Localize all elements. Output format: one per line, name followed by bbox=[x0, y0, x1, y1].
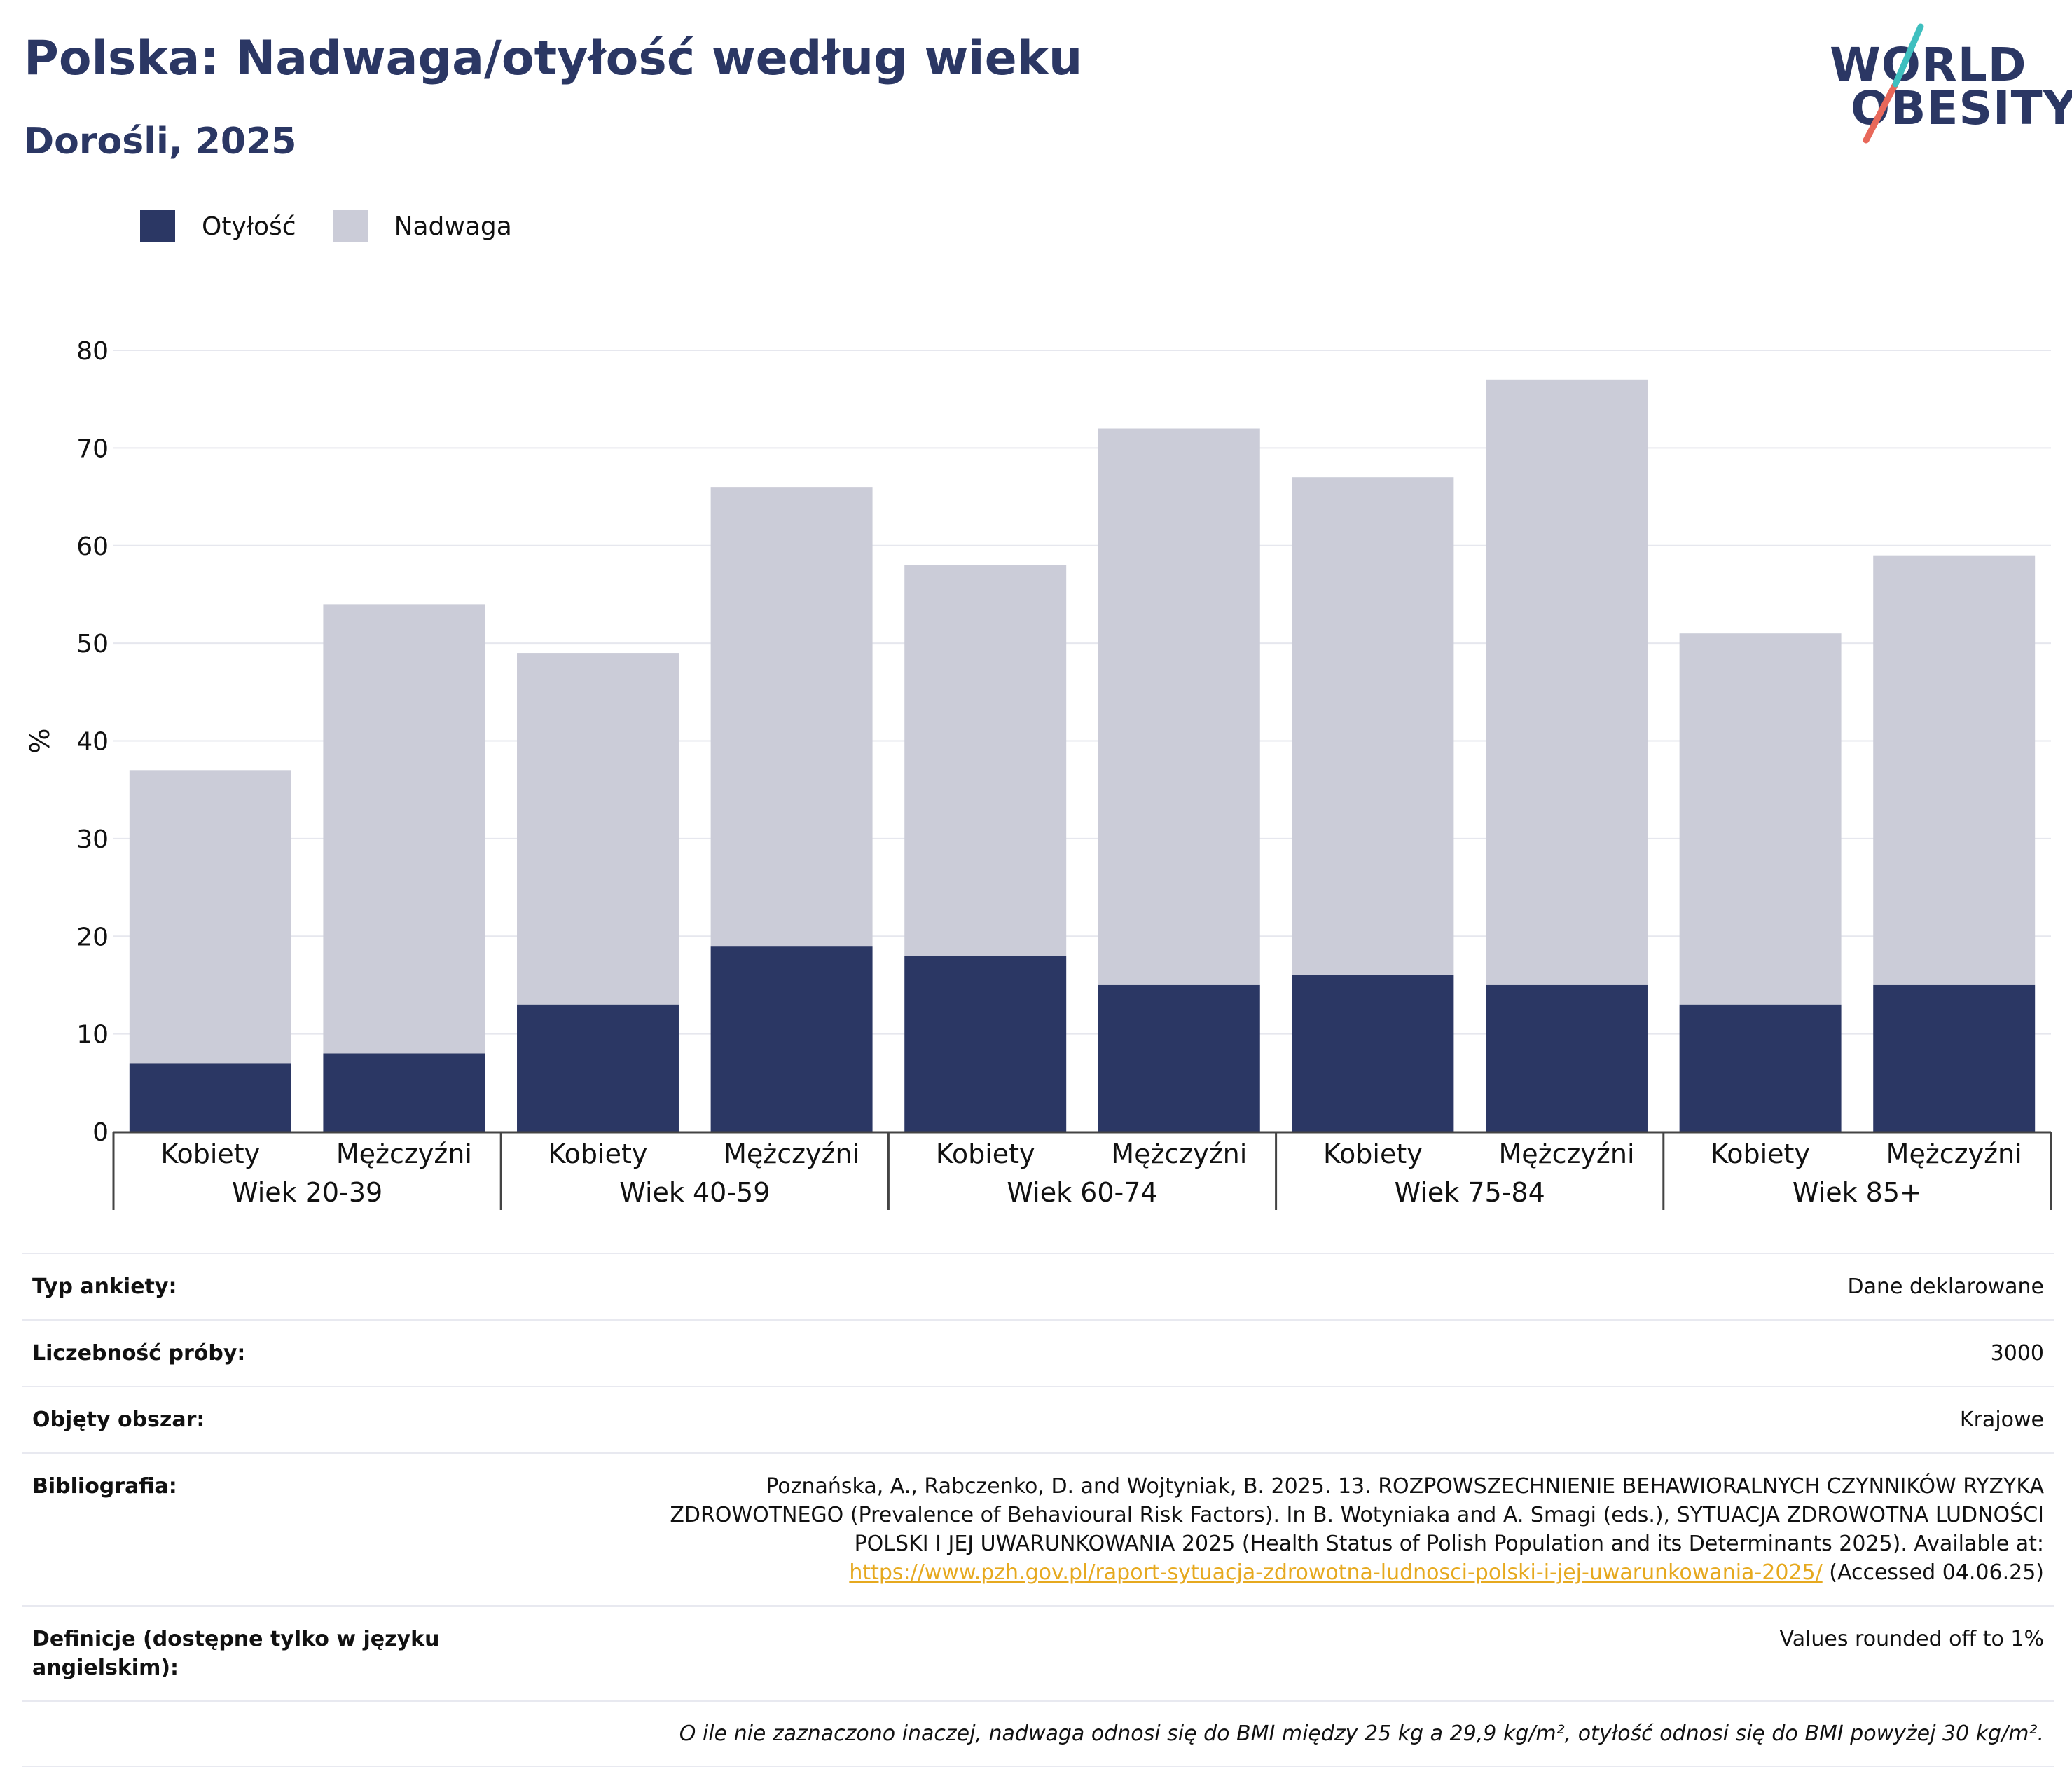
bar-overweight bbox=[1873, 555, 2036, 985]
legend-item-overweight: Nadwaga bbox=[332, 210, 512, 242]
x-tick-label: Mężczyźni bbox=[1886, 1139, 2022, 1169]
legend-label-overweight: Nadwaga bbox=[394, 212, 512, 241]
info-row: Typ ankiety: Dane deklarowane bbox=[22, 1253, 2054, 1320]
bar-obesity bbox=[710, 946, 873, 1132]
info-row: Objęty obszar: Krajowe bbox=[22, 1386, 2054, 1453]
info-label: Liczebność próby: bbox=[22, 1319, 462, 1387]
bar-obesity bbox=[1873, 984, 2036, 1132]
x-tick-label: Kobiety bbox=[1323, 1139, 1423, 1169]
info-value: 3000 bbox=[462, 1319, 2054, 1387]
x-tick-label: Mężczyźni bbox=[724, 1139, 859, 1169]
x-tick-label: Mężczyźni bbox=[336, 1139, 472, 1169]
logo-slash-icon bbox=[1863, 23, 1924, 144]
y-tick-label: 50 bbox=[76, 630, 109, 659]
legend-swatch-overweight bbox=[332, 210, 368, 242]
chart-title: Polska: Nadwaga/otyłość według wieku bbox=[24, 31, 1083, 86]
group-label: Wiek 20-39 bbox=[232, 1177, 382, 1208]
bar-overweight bbox=[710, 487, 873, 947]
x-tick-label: Kobiety bbox=[936, 1139, 1035, 1169]
x-tick-label: Mężczyźni bbox=[1111, 1139, 1247, 1169]
bar-overweight bbox=[517, 653, 679, 1005]
definitions-value: Values rounded off to 1% bbox=[462, 1605, 2054, 1701]
note-row: O ile nie zaznaczono inaczej, nadwaga od… bbox=[22, 1700, 2054, 1767]
chart-subtitle: Dorośli, 2025 bbox=[24, 121, 297, 163]
bar-overweight bbox=[1292, 477, 1454, 975]
x-tick-label: Kobiety bbox=[548, 1139, 648, 1169]
info-label: Typ ankiety: bbox=[22, 1253, 462, 1320]
bibliography-accessed: (Accessed 04.06.25) bbox=[1822, 1560, 2044, 1585]
y-axis-label: % bbox=[25, 728, 55, 753]
info-row: Liczebność próby: 3000 bbox=[22, 1319, 2054, 1387]
legend-label-obesity: Otyłość bbox=[202, 212, 296, 241]
y-tick-label: 0 bbox=[92, 1118, 109, 1147]
bmi-note: O ile nie zaznaczono inaczej, nadwaga od… bbox=[22, 1700, 2054, 1767]
x-tick-label: Kobiety bbox=[1711, 1139, 1810, 1169]
y-tick-label: 10 bbox=[76, 1021, 109, 1050]
bar-overweight bbox=[1679, 633, 1842, 1005]
bar-overweight bbox=[323, 604, 485, 1054]
bibliography-label: Bibliografia: bbox=[22, 1452, 462, 1606]
bar-overweight bbox=[904, 565, 1067, 956]
bar-chart: 0 10 20 30 40 50 60 70 80% Kobiety Mężczyźni Wiek 2… bbox=[25, 337, 2052, 1210]
info-label: Objęty obszar: bbox=[22, 1386, 462, 1453]
group-label: Wiek 40-59 bbox=[619, 1177, 770, 1208]
legend-item-obesity: Otyłość bbox=[140, 210, 296, 242]
y-tick-label: 20 bbox=[76, 923, 109, 951]
bibliography-line: Poznańska, A., Rabczenko, D. and Wojtyni… bbox=[766, 1474, 2044, 1499]
group-label: Wiek 75-84 bbox=[1395, 1177, 1545, 1208]
bibliography-link[interactable]: https://www.pzh.gov.pl/raport-sytuacja-z… bbox=[849, 1560, 1823, 1585]
bar-overweight bbox=[129, 770, 291, 1064]
definitions-label: Definicje (dostępne tylko w języku angie… bbox=[22, 1605, 462, 1701]
bibliography-value: Poznańska, A., Rabczenko, D. and Wojtyni… bbox=[462, 1452, 2054, 1606]
bar-obesity bbox=[1292, 975, 1454, 1132]
bar-obesity bbox=[904, 956, 1067, 1132]
y-tick-label: 80 bbox=[76, 337, 109, 366]
bar-overweight bbox=[1098, 428, 1260, 985]
x-tick-label: Mężczyźni bbox=[1498, 1139, 1634, 1169]
group-label: Wiek 60-74 bbox=[1007, 1177, 1157, 1208]
y-tick-label: 40 bbox=[76, 728, 109, 757]
world-obesity-logo: WORLD OBESITY bbox=[1830, 21, 2072, 147]
info-value: Krajowe bbox=[462, 1386, 2054, 1453]
bibliography-line: POLSKI I JEJ UWARUNKOWANIA 2025 (Health … bbox=[854, 1532, 2044, 1556]
y-tick-label: 60 bbox=[76, 532, 109, 561]
logo-line-world: WORLD bbox=[1830, 38, 2027, 92]
bar-obesity bbox=[323, 1053, 485, 1132]
y-tick-label: 70 bbox=[76, 434, 109, 463]
info-table: Typ ankiety: Dane deklarowane Liczebność… bbox=[22, 1253, 2054, 1767]
group-label: Wiek 85+ bbox=[1793, 1177, 1922, 1208]
chart-legend: Otyłość Nadwaga bbox=[140, 209, 548, 244]
bar-overweight bbox=[1486, 379, 1648, 985]
info-value: Dane deklarowane bbox=[462, 1253, 2054, 1320]
bar-obesity bbox=[1098, 984, 1260, 1132]
x-tick-label: Kobiety bbox=[160, 1139, 260, 1169]
bibliography-row: Bibliografia: Poznańska, A., Rabczenko, … bbox=[22, 1452, 2054, 1606]
bar-obesity bbox=[129, 1063, 291, 1132]
bar-obesity bbox=[517, 1004, 679, 1132]
legend-swatch-obesity bbox=[140, 210, 175, 242]
bar-obesity bbox=[1486, 984, 1648, 1132]
bar-obesity bbox=[1679, 1004, 1842, 1132]
bibliography-line: ZDROWOTNEGO (Prevalence of Behavioural R… bbox=[670, 1503, 2044, 1527]
definitions-row: Definicje (dostępne tylko w języku angie… bbox=[22, 1605, 2054, 1701]
y-tick-label: 30 bbox=[76, 825, 109, 854]
